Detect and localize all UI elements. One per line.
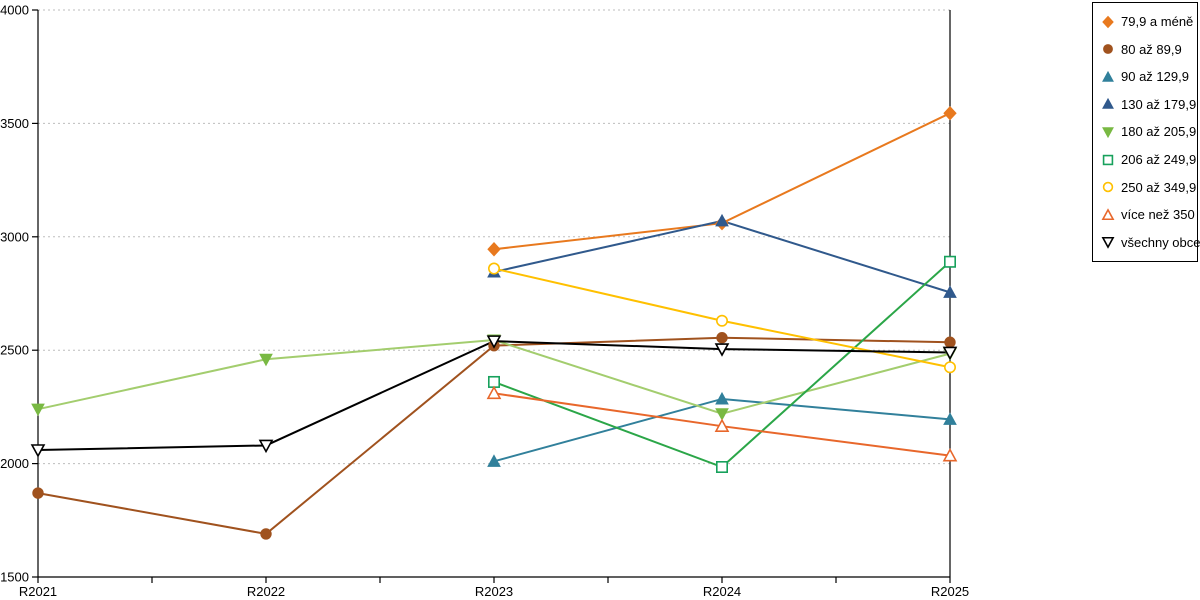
- data-point-marker: [716, 332, 728, 344]
- circle-marker-icon: [1103, 44, 1113, 55]
- legend-item: 250 až 349,9: [1100, 179, 1197, 195]
- data-point-marker: [714, 343, 730, 357]
- data-point-marker: [715, 314, 728, 327]
- legend-item: 90 až 129,9: [1100, 70, 1195, 84]
- data-point-marker: [1102, 70, 1114, 82]
- legend-label: 206 až 249,9: [1121, 152, 1197, 167]
- data-point-marker: [943, 412, 957, 425]
- triangle-up-marker-icon: [1102, 98, 1114, 110]
- x-tick-label: R2022: [247, 584, 285, 599]
- x-tick-label: R2024: [703, 584, 741, 599]
- series-line: [493, 261, 951, 469]
- data-point-marker: [486, 385, 502, 400]
- triangle-down-marker-icon: [1101, 237, 1115, 249]
- data-point-marker: [942, 346, 958, 361]
- y-tick-label: 2500: [0, 343, 29, 358]
- legend-label: všechny obce: [1121, 234, 1200, 250]
- data-point-marker: [1102, 15, 1114, 29]
- data-point-marker: [1102, 154, 1114, 165]
- y-tick-label: 3000: [0, 229, 29, 244]
- data-point-marker: [32, 487, 44, 499]
- data-point-marker: [1102, 98, 1114, 110]
- x-tick-label: R2023: [475, 584, 513, 599]
- data-point-marker: [715, 391, 729, 405]
- data-point-marker: [944, 336, 956, 348]
- circle-marker-icon: [1102, 181, 1114, 193]
- legend-label: 130 až 179,9: [1121, 96, 1197, 112]
- legend-item: 180 až 205,9: [1100, 124, 1197, 140]
- series-lines: [37, 112, 951, 535]
- data-point-marker: [1102, 127, 1114, 139]
- x-tick-label: R2021: [19, 584, 57, 599]
- data-point-marker: [715, 461, 728, 474]
- data-point-marker: [31, 403, 45, 417]
- triangle-up-marker-icon: [1102, 70, 1114, 82]
- y-tick-label: 4000: [0, 3, 29, 18]
- x-tick-label: R2025: [931, 584, 969, 599]
- data-point-marker: [30, 444, 46, 458]
- square-marker-icon: [1102, 154, 1114, 165]
- triangle-down-marker-icon: [1102, 127, 1114, 139]
- data-point-marker: [942, 447, 958, 462]
- axes: [32, 9, 951, 583]
- data-point-marker: [943, 285, 957, 298]
- y-tick-label: 1500: [0, 570, 29, 585]
- data-point-marker: [943, 255, 956, 268]
- data-point-marker: [714, 418, 730, 432]
- legend-item: 130 až 179,9: [1100, 96, 1197, 112]
- legend: 79,9 a méně 80 až 89,9 90 až 129,9 130 a…: [1092, 2, 1200, 262]
- legend-label: 180 až 205,9: [1121, 124, 1197, 140]
- data-point-marker: [1101, 207, 1115, 220]
- data-point-marker: [943, 105, 957, 121]
- data-point-marker: [487, 454, 501, 467]
- data-point-marker: [487, 375, 500, 388]
- data-point-marker: [1101, 237, 1115, 249]
- diamond-marker-icon: [1102, 15, 1114, 29]
- legend-label: 90 až 129,9: [1121, 69, 1189, 85]
- triangle-up-marker-icon: [1101, 207, 1115, 220]
- data-point-marker: [943, 361, 956, 374]
- legend-label: 79,9 a méně: [1121, 14, 1194, 30]
- legend-item: 206 až 249,9: [1100, 152, 1197, 167]
- data-point-marker: [487, 242, 501, 257]
- legend-label: více než 350: [1121, 207, 1195, 223]
- legend-label: 250 až 349,9: [1121, 179, 1197, 195]
- data-point-marker: [1102, 181, 1114, 193]
- data-point-marker: [487, 262, 500, 275]
- legend-item: 79,9 a méně: [1100, 15, 1195, 29]
- data-point-marker: [260, 528, 272, 540]
- data-point-marker: [1103, 44, 1113, 55]
- data-point-marker: [486, 335, 502, 349]
- data-point-marker: [715, 408, 729, 421]
- y-tick-label: 3500: [0, 116, 29, 131]
- legend-item: 80 až 89,9: [1100, 42, 1195, 56]
- series-line: [37, 336, 951, 535]
- data-point-marker: [715, 213, 729, 227]
- legend-label: 80 až 89,9: [1121, 41, 1182, 57]
- legend-item: všechny obce: [1100, 235, 1200, 249]
- y-tick-label: 2000: [0, 456, 29, 471]
- legend-item: více než 350: [1100, 207, 1195, 223]
- data-point-marker: [258, 439, 274, 454]
- series-line: [493, 219, 951, 294]
- data-point-marker: [259, 353, 273, 367]
- series-markers: [30, 105, 958, 540]
